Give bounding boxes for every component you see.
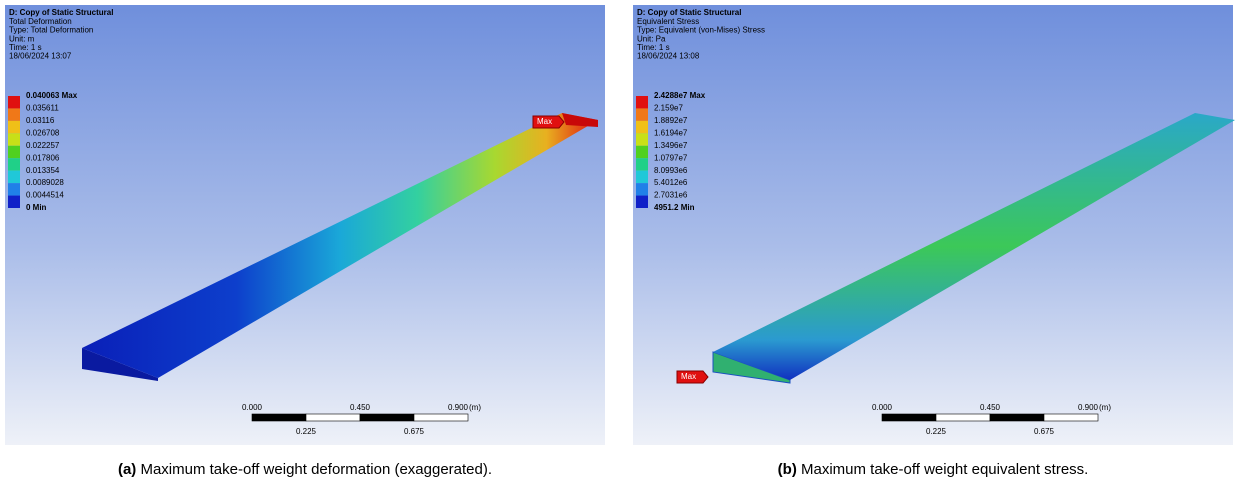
legend-label: 0 Min <box>26 203 47 212</box>
figure: MaxD: Copy of Static StructuralTotal Def… <box>0 0 1237 489</box>
legend-label: 0.017806 <box>26 153 60 162</box>
legend-label: 1.0797e7 <box>654 153 688 162</box>
legend-band <box>8 133 20 145</box>
caption: (b) Maximum take-off weight equivalent s… <box>778 461 1089 478</box>
scale-segment <box>360 414 414 421</box>
legend-band <box>8 108 20 120</box>
scale-label: 0.225 <box>926 427 947 436</box>
legend-band <box>636 108 648 120</box>
legend-band <box>8 158 20 170</box>
legend-label: 0.013354 <box>26 166 60 175</box>
legend-band <box>8 171 20 183</box>
scale-segment <box>936 414 990 421</box>
legend-band <box>8 183 20 195</box>
legend-label: 0.026708 <box>26 128 60 137</box>
viewport <box>5 5 605 445</box>
scale-segment <box>1044 414 1098 421</box>
legend-band <box>636 96 648 108</box>
scale-label: 0.450 <box>350 403 371 412</box>
legend-band <box>636 158 648 170</box>
legend-label: 2.7031e6 <box>654 191 688 200</box>
legend-label: 1.3496e7 <box>654 141 688 150</box>
header-line: 18/06/2024 13:07 <box>9 52 72 61</box>
scale-unit: (m) <box>469 403 481 412</box>
legend-label: 0.022257 <box>26 141 60 150</box>
caption-label: (a) <box>118 461 136 478</box>
caption-text: Maximum take-off weight equivalent stres… <box>801 461 1088 478</box>
legend-label: 5.4012e6 <box>654 178 688 187</box>
scale-segment <box>990 414 1044 421</box>
scale-label: 0.675 <box>1034 427 1055 436</box>
legend-band <box>8 121 20 133</box>
caption-text: Maximum take-off weight deformation (exa… <box>140 461 492 478</box>
scale-segment <box>252 414 306 421</box>
legend-band <box>636 183 648 195</box>
legend-band <box>636 171 648 183</box>
legend-label: 0.03116 <box>26 116 55 125</box>
header-title: D: Copy of Static Structural <box>9 8 113 17</box>
legend-label: 0.040063 Max <box>26 91 78 100</box>
marker-label: Max <box>681 372 696 381</box>
scale-unit: (m) <box>1099 403 1111 412</box>
scale-segment <box>414 414 468 421</box>
header-line: 18/06/2024 13:08 <box>637 52 700 61</box>
scale-label: 0.900 <box>1078 403 1099 412</box>
legend-label: 0.0089028 <box>26 178 64 187</box>
scale-label: 0.000 <box>242 403 263 412</box>
scale-label: 0.225 <box>296 427 317 436</box>
header-title: D: Copy of Static Structural <box>637 8 741 17</box>
legend-band <box>8 146 20 158</box>
legend-label: 8.0993e6 <box>654 166 688 175</box>
caption-label: (b) <box>778 461 797 478</box>
scale-segment <box>882 414 936 421</box>
legend-band <box>636 133 648 145</box>
legend-band <box>8 196 20 208</box>
marker-label: Max <box>537 117 552 126</box>
legend-label: 4951.2 Min <box>654 203 695 212</box>
legend-band <box>636 196 648 208</box>
legend-label: 1.8892e7 <box>654 116 688 125</box>
viewport <box>633 5 1233 445</box>
legend-label: 2.159e7 <box>654 104 683 113</box>
scale-segment <box>306 414 360 421</box>
legend-label: 0.0044514 <box>26 191 64 200</box>
scale-label: 0.675 <box>404 427 425 436</box>
legend-label: 2.4288e7 Max <box>654 91 706 100</box>
legend-band <box>8 96 20 108</box>
scale-label: 0.000 <box>872 403 893 412</box>
legend-label: 1.6194e7 <box>654 128 688 137</box>
legend-label: 0.035611 <box>26 104 59 113</box>
legend-band <box>636 121 648 133</box>
legend-band <box>636 146 648 158</box>
caption: (a) Maximum take-off weight deformation … <box>118 461 492 478</box>
scale-label: 0.900 <box>448 403 469 412</box>
scale-label: 0.450 <box>980 403 1001 412</box>
